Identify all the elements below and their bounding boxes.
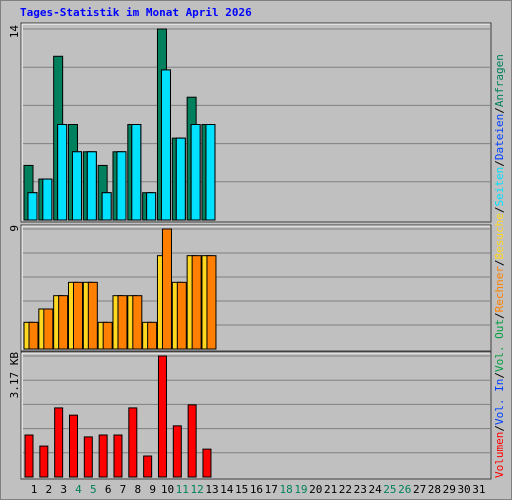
bar [190, 124, 201, 221]
x-tick-label: 13 [205, 483, 218, 496]
x-tick-label: 17 [265, 483, 278, 496]
chart-title: Tages-Statistik im Monat April 2026 [20, 6, 252, 19]
x-tick-label: 2 [46, 483, 53, 496]
bar [205, 124, 216, 221]
bar [58, 295, 69, 350]
y-tick-label: 3.17 KB [8, 352, 21, 399]
x-tick-label: 29 [443, 483, 456, 496]
x-tick-label: 16 [250, 483, 263, 496]
legend-entry: Besuche [493, 213, 506, 259]
legend-separator: / [493, 160, 506, 167]
x-tick-label: 4 [75, 483, 82, 496]
x-tick-label: 9 [149, 483, 156, 496]
legend-separator: / [493, 425, 506, 432]
x-tick-label: 19 [294, 483, 307, 496]
x-tick-label: 24 [368, 483, 382, 496]
bar [102, 321, 113, 350]
x-tick-label: 11 [176, 483, 189, 496]
x-tick-label: 30 [457, 483, 470, 496]
bar [24, 434, 34, 478]
bar [116, 151, 127, 221]
legend-separator: / [493, 107, 506, 114]
x-tick-label: 15 [235, 483, 248, 496]
x-tick-label: 7 [120, 483, 127, 496]
x-tick-label: 25 [383, 483, 396, 496]
bar [202, 448, 212, 478]
legend-separator: / [493, 206, 506, 213]
x-tick-label: 21 [324, 483, 337, 496]
legend-separator: / [493, 259, 506, 266]
x-tick-label: 22 [339, 483, 352, 496]
bar [187, 404, 197, 478]
x-tick-label: 28 [428, 483, 441, 496]
bar [98, 434, 108, 478]
y-tick-label: 14 [8, 25, 21, 39]
bar [28, 321, 39, 350]
legend-entry: Vol. In [493, 379, 506, 425]
bar [42, 178, 53, 221]
bar [72, 281, 83, 350]
bar [54, 407, 64, 478]
x-tick-label: 31 [472, 483, 485, 496]
bar [147, 321, 158, 350]
x-tick-label: 14 [220, 483, 234, 496]
x-tick-label: 20 [309, 483, 322, 496]
legend-entry: Dateien [493, 114, 506, 160]
bar [131, 124, 142, 221]
bar [68, 414, 78, 478]
x-tick-label: 27 [413, 483, 426, 496]
bar [191, 255, 202, 350]
bar [43, 308, 54, 350]
x-tick-label: 10 [161, 483, 174, 496]
bar [160, 69, 171, 221]
x-tick-label: 18 [279, 483, 292, 496]
x-tick-label: 3 [60, 483, 67, 496]
x-tick-label: 23 [354, 483, 367, 496]
legend-entry: Rechner [493, 266, 506, 313]
bar [175, 137, 186, 221]
legend-separator: / [493, 372, 506, 379]
bar [27, 192, 38, 221]
bar [176, 281, 187, 350]
bar [132, 295, 143, 350]
bar [113, 434, 123, 478]
legend-entry: Anfragen [493, 54, 506, 107]
bar [39, 445, 49, 478]
x-tick-label: 1 [31, 483, 38, 496]
bar [83, 436, 93, 478]
bar [101, 192, 112, 221]
x-tick-label: 26 [398, 483, 411, 496]
legend: Volumen/Vol. In/Vol. Out/Rechner/Besuche… [493, 54, 506, 478]
bar [161, 228, 172, 350]
legend-separator: / [493, 312, 506, 319]
y-tick-label: 9 [8, 225, 21, 232]
x-tick-label: 6 [105, 483, 112, 496]
x-tick-label: 5 [90, 483, 97, 496]
legend-entry: Volumen [493, 432, 506, 478]
bar [143, 455, 153, 478]
bar [57, 124, 68, 221]
legend-entry: Seiten [493, 167, 506, 207]
bar [86, 151, 97, 221]
bar [146, 192, 157, 221]
bar [71, 151, 82, 221]
bar [117, 295, 128, 350]
bar [206, 255, 217, 350]
bar [157, 355, 167, 478]
bar [172, 425, 182, 478]
x-tick-label: 8 [134, 483, 141, 496]
x-tick-label: 12 [191, 483, 204, 496]
bar [87, 281, 98, 350]
bar [128, 407, 138, 478]
legend-entry: Vol. Out [493, 319, 506, 372]
